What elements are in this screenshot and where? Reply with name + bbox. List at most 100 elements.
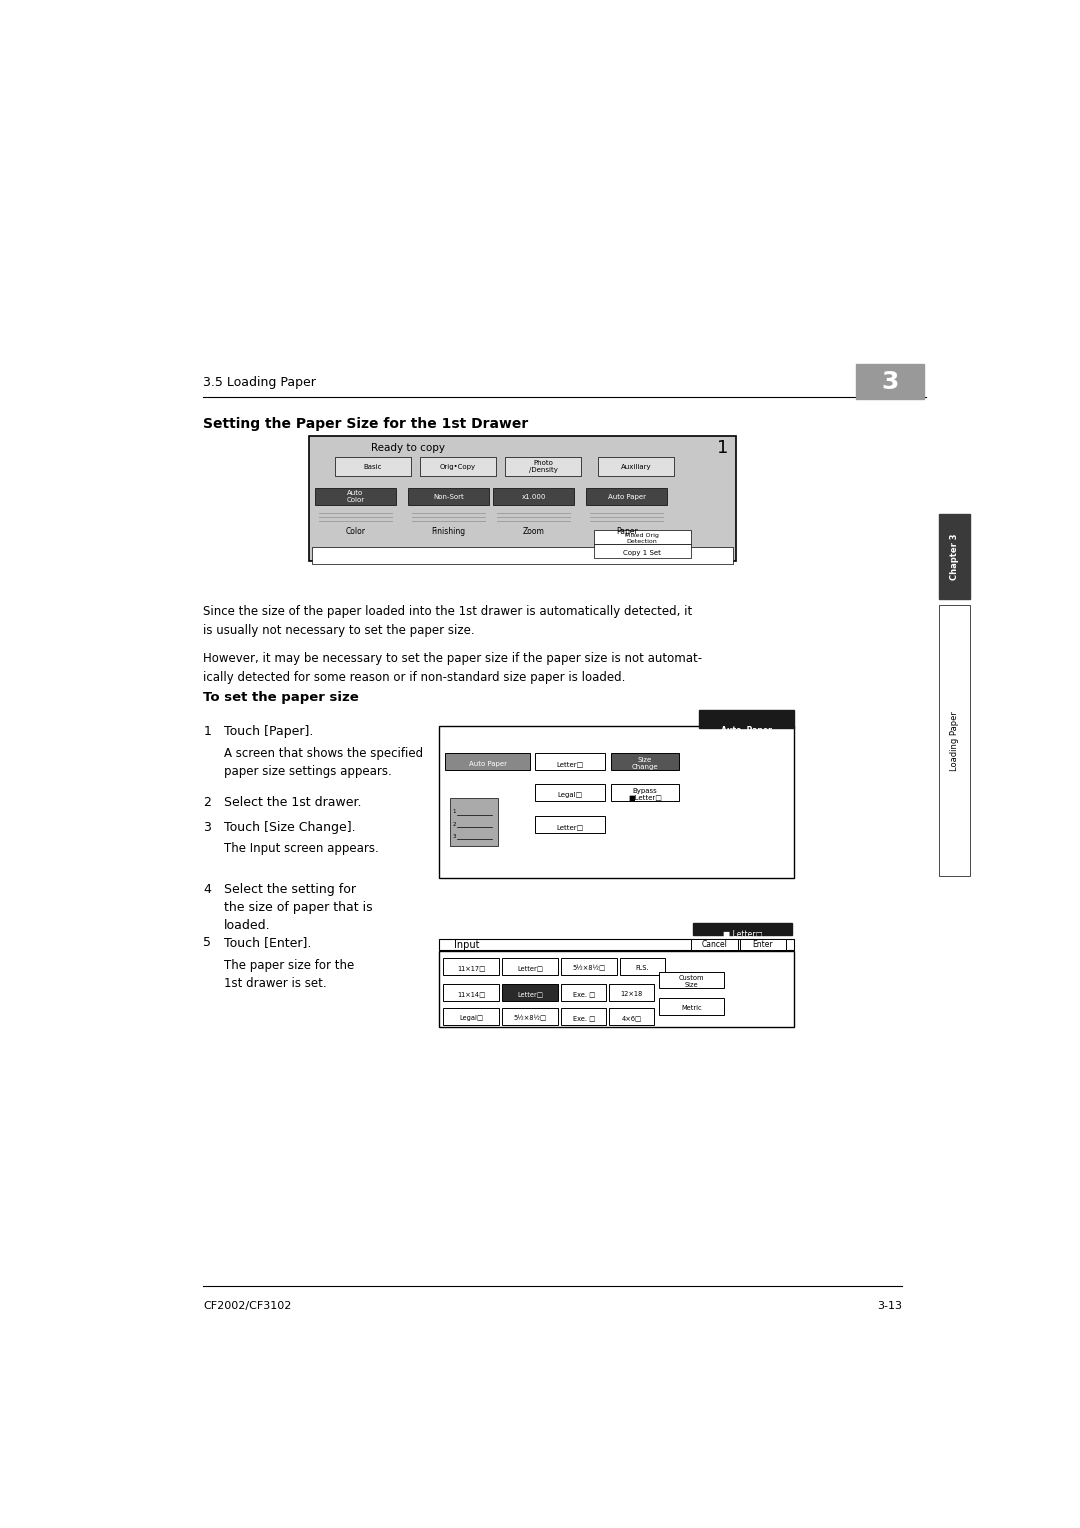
Text: Copy 1 Set: Copy 1 Set — [623, 550, 661, 556]
Text: Basic: Basic — [364, 463, 382, 469]
Text: Orig•Copy: Orig•Copy — [441, 463, 476, 469]
Text: 11×14□: 11×14□ — [457, 992, 486, 998]
Text: 5: 5 — [203, 937, 212, 949]
Text: The Input screen appears.: The Input screen appears. — [225, 842, 379, 856]
Text: Exe. □: Exe. □ — [572, 992, 595, 998]
FancyBboxPatch shape — [586, 489, 667, 506]
Text: 1: 1 — [717, 439, 728, 457]
Text: Non-Sort: Non-Sort — [433, 494, 464, 500]
FancyBboxPatch shape — [438, 950, 794, 1027]
Text: 2: 2 — [203, 796, 211, 808]
Text: Exe. □: Exe. □ — [572, 1015, 595, 1021]
Text: However, it may be necessary to set the paper size if the paper size is not auto: However, it may be necessary to set the … — [203, 651, 702, 683]
FancyBboxPatch shape — [594, 544, 691, 558]
FancyBboxPatch shape — [314, 489, 396, 506]
Text: ■ Letter□: ■ Letter□ — [723, 931, 762, 940]
Text: To set the paper size: To set the paper size — [203, 691, 359, 704]
FancyBboxPatch shape — [562, 1008, 606, 1025]
Text: 4×6□: 4×6□ — [622, 1015, 642, 1021]
Text: FLS.: FLS. — [636, 966, 649, 970]
FancyBboxPatch shape — [659, 998, 724, 1015]
Text: Auto  Paper: Auto Paper — [721, 726, 772, 735]
Text: Setting the Paper Size for the 1st Drawer: Setting the Paper Size for the 1st Drawe… — [203, 417, 528, 431]
Text: 2: 2 — [453, 822, 456, 827]
Text: Select the setting for
the size of paper that is
loaded.: Select the setting for the size of paper… — [225, 883, 373, 932]
Text: Metric: Metric — [681, 1005, 702, 1012]
Text: The paper size for the
1st drawer is set.: The paper size for the 1st drawer is set… — [225, 958, 354, 990]
Text: Auto
Color: Auto Color — [347, 490, 365, 503]
FancyBboxPatch shape — [408, 489, 489, 506]
Text: 5½×8½□: 5½×8½□ — [514, 1015, 546, 1021]
FancyBboxPatch shape — [740, 938, 786, 949]
FancyBboxPatch shape — [611, 784, 679, 801]
Text: Legal□: Legal□ — [459, 1015, 484, 1021]
Text: x1.000: x1.000 — [522, 494, 545, 500]
Text: Size
Change: Size Change — [632, 758, 659, 770]
FancyBboxPatch shape — [445, 753, 530, 770]
FancyBboxPatch shape — [535, 753, 605, 770]
Text: 3: 3 — [203, 821, 211, 834]
FancyBboxPatch shape — [502, 958, 558, 975]
Text: Auto Paper: Auto Paper — [608, 494, 646, 500]
Text: 3: 3 — [881, 370, 899, 394]
FancyBboxPatch shape — [620, 958, 665, 975]
Text: Letter□: Letter□ — [556, 761, 583, 767]
FancyBboxPatch shape — [502, 1008, 558, 1025]
FancyBboxPatch shape — [444, 958, 499, 975]
FancyBboxPatch shape — [312, 547, 733, 564]
Text: Since the size of the paper loaded into the 1st drawer is automatically detected: Since the size of the paper loaded into … — [203, 605, 692, 637]
Text: Paper: Paper — [616, 527, 637, 536]
FancyBboxPatch shape — [535, 816, 605, 833]
FancyBboxPatch shape — [505, 457, 581, 475]
Text: Photo
/Density: Photo /Density — [529, 460, 558, 474]
FancyBboxPatch shape — [309, 435, 735, 561]
FancyBboxPatch shape — [691, 938, 738, 949]
FancyBboxPatch shape — [420, 457, 496, 475]
FancyBboxPatch shape — [502, 984, 558, 1001]
Text: Mixed Orig
Detection: Mixed Orig Detection — [625, 533, 659, 544]
Text: Letter□: Letter□ — [517, 992, 543, 998]
FancyBboxPatch shape — [693, 923, 793, 935]
Text: Enter: Enter — [753, 940, 773, 949]
FancyBboxPatch shape — [438, 938, 794, 949]
FancyBboxPatch shape — [611, 753, 679, 770]
Text: A screen that shows the specified
paper size settings appears.: A screen that shows the specified paper … — [225, 747, 423, 778]
Text: 3.5 Loading Paper: 3.5 Loading Paper — [203, 376, 316, 388]
Text: Loading Paper: Loading Paper — [949, 711, 959, 770]
FancyBboxPatch shape — [562, 958, 617, 975]
FancyBboxPatch shape — [562, 984, 606, 1001]
FancyBboxPatch shape — [609, 1008, 654, 1025]
Text: Input: Input — [455, 940, 480, 950]
Text: Letter□: Letter□ — [556, 824, 583, 830]
Text: 1: 1 — [203, 724, 211, 738]
FancyBboxPatch shape — [598, 457, 674, 475]
FancyBboxPatch shape — [444, 1008, 499, 1025]
Text: 3: 3 — [453, 834, 456, 839]
Text: Letter□: Letter□ — [517, 966, 543, 970]
Text: Chapter 3: Chapter 3 — [949, 533, 959, 581]
Text: Ready to copy: Ready to copy — [372, 443, 445, 454]
Text: 4: 4 — [203, 883, 211, 895]
FancyBboxPatch shape — [609, 984, 654, 1001]
Polygon shape — [939, 605, 970, 877]
Text: Bypass
■Letter□: Bypass ■Letter□ — [627, 788, 662, 801]
Text: Auxiliary: Auxiliary — [621, 463, 651, 469]
FancyBboxPatch shape — [335, 457, 410, 475]
Text: Select the 1st drawer.: Select the 1st drawer. — [225, 796, 362, 808]
Text: Zoom: Zoom — [523, 527, 544, 536]
Text: 5½×8½□: 5½×8½□ — [572, 964, 606, 972]
Text: Custom
Size: Custom Size — [678, 975, 704, 989]
Text: CF2002/CF3102: CF2002/CF3102 — [203, 1300, 292, 1311]
FancyBboxPatch shape — [594, 530, 691, 544]
FancyBboxPatch shape — [699, 711, 794, 727]
Text: Touch [Size Change].: Touch [Size Change]. — [225, 821, 355, 834]
FancyBboxPatch shape — [444, 984, 499, 1001]
Text: Legal□: Legal□ — [557, 792, 582, 798]
FancyBboxPatch shape — [855, 364, 924, 399]
Text: Auto Paper: Auto Paper — [469, 761, 507, 767]
Text: 1: 1 — [453, 810, 456, 814]
FancyBboxPatch shape — [438, 726, 794, 879]
Text: Cancel: Cancel — [702, 940, 728, 949]
Text: Touch [Paper].: Touch [Paper]. — [225, 724, 313, 738]
Polygon shape — [939, 515, 970, 599]
